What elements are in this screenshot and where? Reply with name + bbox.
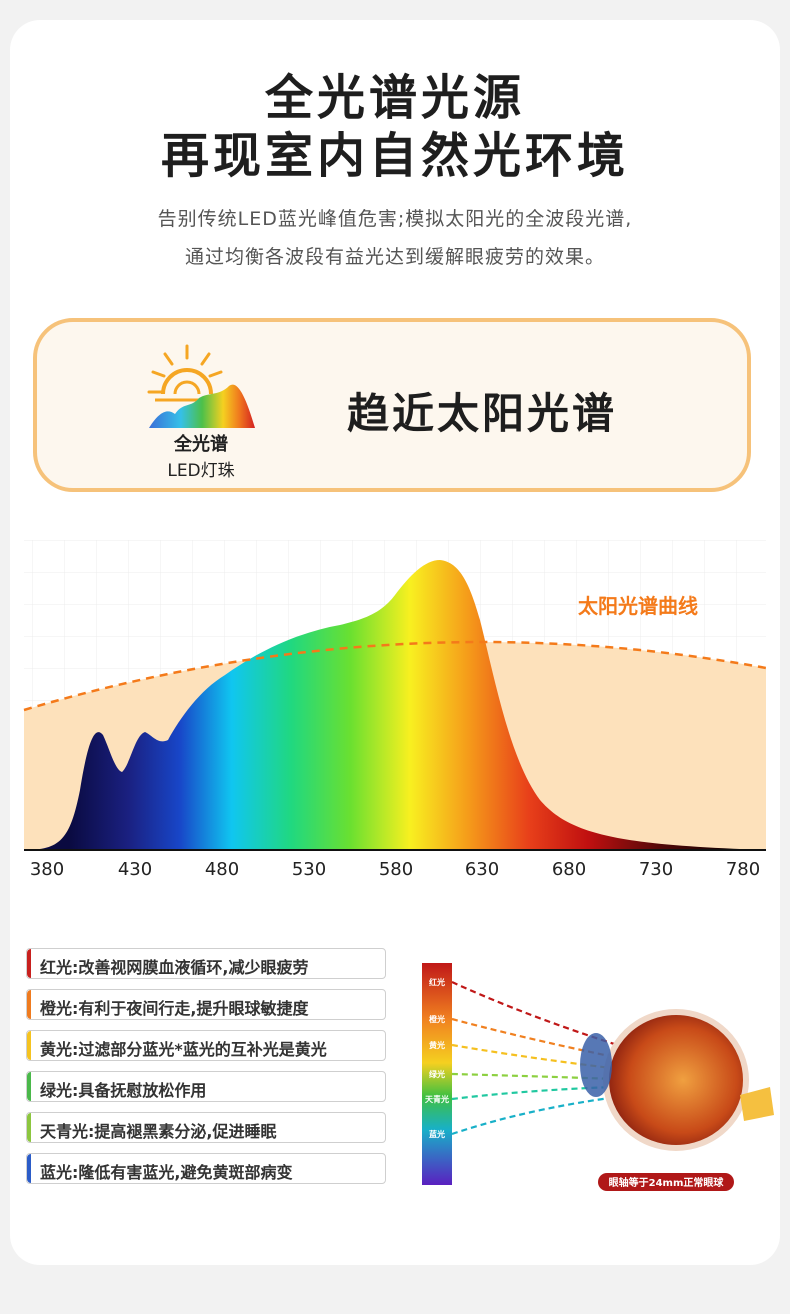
band-label-yellow: 黄光: [429, 1040, 445, 1050]
benefit-text: 橙光:有利于夜间行走,提升眼球敏捷度: [40, 999, 309, 1018]
band-label-red: 红光: [429, 977, 445, 987]
band-label-orange: 橙光: [429, 1014, 445, 1024]
subtitle-line2: 通过均衡各波段有益光达到缓解眼疲劳的效果。: [184, 246, 605, 268]
band-label-green: 绿光: [429, 1069, 445, 1079]
x-tick-630: 630: [465, 859, 499, 880]
color-bar: [27, 1031, 31, 1060]
page-title-line2: 再现室内自然光环境: [160, 128, 629, 184]
benefit-cyan: 天青光:提高褪黑素分泌,促进睡眠: [26, 1112, 386, 1143]
color-bar: [27, 1072, 31, 1101]
sun-curve-label: 太阳光谱曲线: [578, 594, 698, 618]
x-tick-380: 380: [30, 859, 64, 880]
page-title-line1: 全光谱光源: [264, 70, 525, 126]
color-bar: [27, 949, 31, 978]
sun-spectrum-icon: [147, 344, 255, 428]
x-tick-680: 680: [552, 859, 586, 880]
benefit-text: 黄光:过滤部分蓝光*蓝光的互补光是黄光: [40, 1040, 327, 1059]
feature-headline: 趋近太阳光谱: [347, 389, 618, 438]
x-tick-780: 780: [726, 859, 760, 880]
led-subtitle: LED灯珠: [167, 461, 235, 481]
benefit-red: 红光:改善视网膜血液循环,减少眼疲劳: [26, 948, 386, 979]
x-tick-530: 530: [292, 859, 326, 880]
benefit-blue: 蓝光:隆低有害蓝光,避免黄斑部病变: [26, 1153, 386, 1184]
benefit-yellow: 黄光:过滤部分蓝光*蓝光的互补光是黄光: [26, 1030, 386, 1061]
benefit-text: 天青光:提高褪黑素分泌,促进睡眠: [40, 1122, 277, 1141]
x-tick-430: 430: [118, 859, 152, 880]
spectrum-chart: 380 430 480 530 580 630 680 730 780: [23, 540, 767, 880]
color-bar: [27, 1113, 31, 1142]
benefit-list: 红光:改善视网膜血液循环,减少眼疲劳 橙光:有利于夜间行走,提升眼球敏捷度 黄光…: [26, 948, 386, 1194]
x-tick-730: 730: [639, 859, 673, 880]
color-bar: [27, 990, 31, 1019]
eye-caption: 眼轴等于24mm正常眼球: [609, 1176, 725, 1189]
x-tick-580: 580: [379, 859, 413, 880]
x-tick-480: 480: [205, 859, 239, 880]
led-title: 全光谱: [174, 434, 228, 455]
color-bar: [27, 1154, 31, 1183]
band-label-cyan: 天青光: [425, 1094, 449, 1104]
feature-box: 全光谱 LED灯珠 趋近太阳光谱: [33, 318, 751, 492]
benefit-orange: 橙光:有利于夜间行走,提升眼球敏捷度: [26, 989, 386, 1020]
band-label-blue: 蓝光: [429, 1129, 445, 1139]
benefit-green: 绿光:具备抚慰放松作用: [26, 1071, 386, 1102]
subtitle-line1: 告别传统LED蓝光峰值危害;模拟太阳光的全波段光谱,: [157, 208, 633, 230]
eye-diagram: 红光 橙光 黄光 绿光 天青光 蓝光 眼轴等于24mm正常眼球: [422, 963, 774, 1191]
benefit-text: 蓝光:隆低有害蓝光,避免黄斑部病变: [40, 1163, 293, 1182]
benefit-text: 红光:改善视网膜血液循环,减少眼疲劳: [40, 958, 309, 977]
benefit-text: 绿光:具备抚慰放松作用: [40, 1081, 207, 1100]
